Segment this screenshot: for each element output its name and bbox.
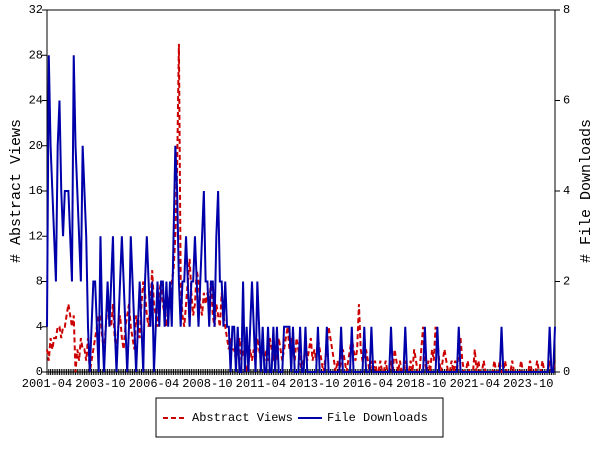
y-tick-label: 32 [29,3,43,17]
series-line [46,43,556,373]
y-tick-label: 28 [29,48,43,62]
x-tick-label: 2013-10 [289,377,339,391]
y-tick-label: 4 [36,320,43,334]
x-tick-label: 2006-04 [129,377,179,391]
y-tick-label: 20 [29,139,43,153]
series-line [46,55,556,373]
y-tick-label: 16 [29,184,43,198]
y-tick-label: 8 [36,275,43,289]
legend-label: File Downloads [327,411,428,425]
y2-tick-label: 8 [563,3,570,17]
x-tick-label: 2021-04 [450,377,500,391]
y2-axis-title: # File Downloads [578,119,595,263]
x-tick-label: 2011-04 [236,377,286,391]
y2-tick-label: 6 [563,94,570,108]
plot-frame [46,9,556,373]
x-tick-label: 2023-10 [503,377,553,391]
y-tick-label: 24 [29,94,43,108]
x-tick-label: 2016-04 [343,377,393,391]
x-tick-label: 2001-04 [22,377,72,391]
legend-label: Abstract Views [192,411,293,425]
y-tick-label: 0 [36,365,43,379]
y2-tick-label: 2 [563,275,570,289]
x-tick-label: 2018-10 [396,377,446,391]
y2-tick-label: 4 [563,184,570,198]
x-tick-label: 2003-10 [75,377,125,391]
y-axis-title: # Abstract Views [8,119,25,263]
y-tick-label: 12 [29,229,43,243]
x-tick-label: 2008-10 [182,377,232,391]
y2-tick-label: 0 [563,365,570,379]
